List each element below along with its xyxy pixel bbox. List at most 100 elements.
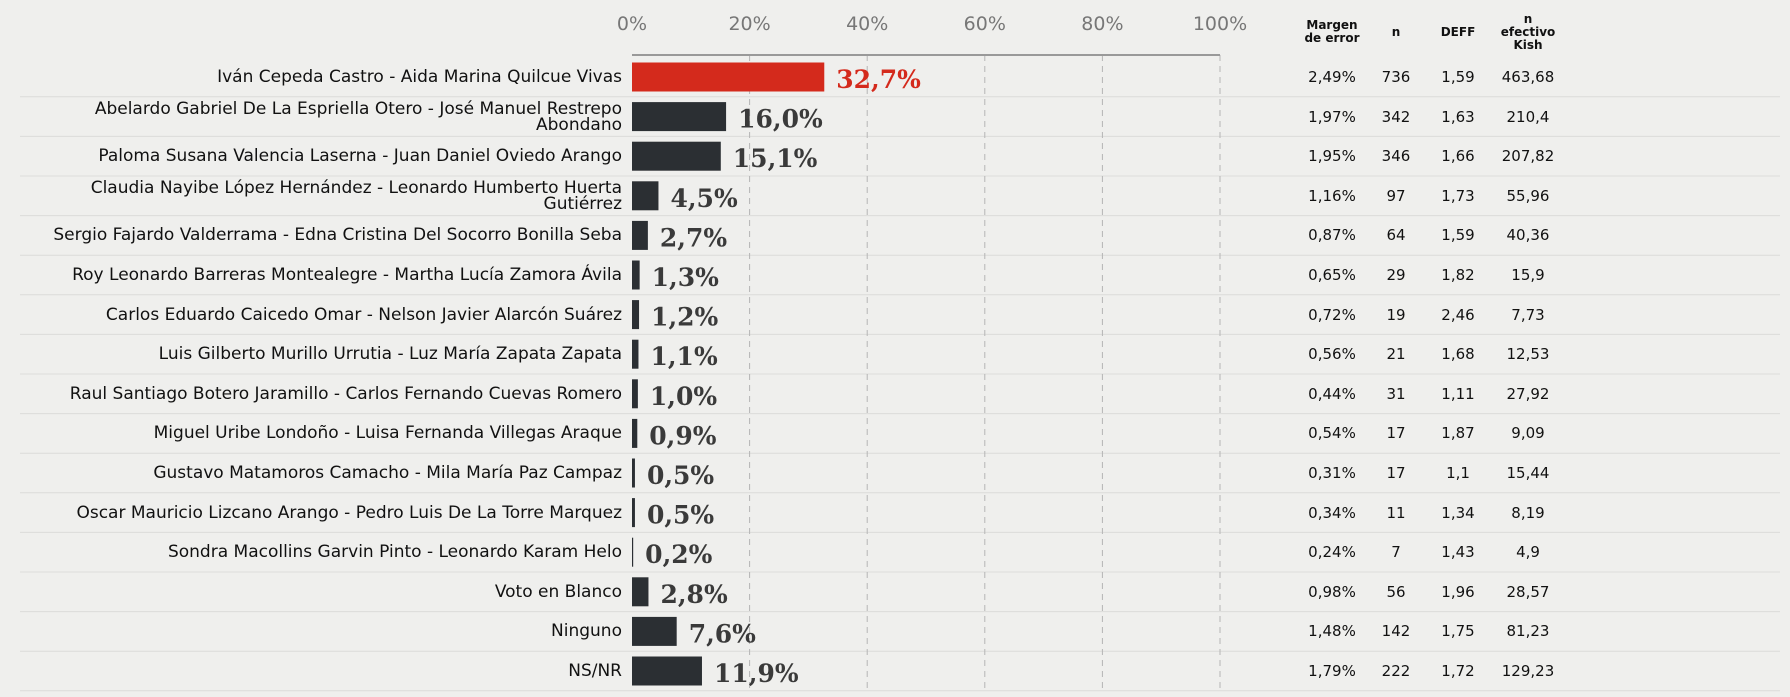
bar: [632, 220, 648, 250]
value-label: 0,5%: [647, 461, 714, 490]
table-cell: 142: [1381, 622, 1411, 641]
category-label: Voto en Blanco: [494, 581, 622, 602]
value-label: 1,0%: [650, 382, 717, 411]
category-label: Paloma Susana Valencia Laserna - Juan Da…: [98, 146, 622, 167]
table-cell: 1,82: [1441, 266, 1475, 284]
table-cell: 0,44%: [1308, 384, 1356, 403]
table-header: n: [1391, 24, 1401, 39]
category-label: Raul Santiago Botero Jaramillo - Carlos …: [69, 383, 622, 404]
category-label: Iván Cepeda Castro - Aida Marina Quilcue…: [217, 67, 622, 87]
table-cell: 0,31%: [1308, 464, 1356, 482]
value-label: 11,9%: [714, 659, 799, 688]
category-label: Ninguno: [551, 621, 622, 642]
table-cell: 97: [1386, 186, 1406, 205]
table-cell: 64: [1386, 226, 1406, 245]
table-cell: 7,73: [1511, 305, 1545, 324]
table-cell: 17: [1386, 424, 1406, 443]
table-cell: 19: [1386, 305, 1406, 324]
table-cell: 1,75: [1441, 622, 1475, 641]
category-label: Gustavo Matamoros Camacho - Mila María P…: [153, 463, 622, 483]
bar: [632, 260, 640, 290]
bar: [632, 656, 702, 686]
value-label: 32,7%: [836, 65, 921, 94]
x-tick-label: 80%: [1081, 13, 1123, 35]
category-label: NS/NR: [568, 661, 622, 681]
table-cell: 1,66: [1441, 147, 1475, 166]
table-cell: 1,87: [1441, 424, 1475, 443]
table-cell: 0,72%: [1308, 305, 1356, 324]
table-cell: 17: [1386, 464, 1406, 482]
table-cell: 346: [1381, 147, 1411, 166]
table-cell: 1,34: [1441, 503, 1475, 522]
table-cell: 81,23: [1506, 622, 1550, 641]
bar: [632, 339, 639, 369]
table-cell: 29: [1386, 266, 1406, 284]
table-cell: 1,79%: [1308, 662, 1356, 680]
table-cell: 0,56%: [1308, 345, 1356, 364]
value-label: 2,8%: [660, 580, 727, 609]
table-cell: 21: [1386, 345, 1406, 364]
x-tick-label: 60%: [964, 13, 1006, 35]
table-cell: 1,59: [1441, 226, 1475, 245]
table-header: DEFF: [1440, 24, 1476, 39]
x-tick-label: 0%: [617, 13, 647, 35]
value-label: 7,6%: [689, 619, 756, 648]
bar: [632, 379, 638, 409]
table-cell: 55,96: [1506, 186, 1550, 205]
table-cell: 15,9: [1511, 266, 1545, 284]
category-label: Carlos Eduardo Caicedo Omar - Nelson Jav…: [105, 304, 622, 325]
bar: [632, 458, 635, 488]
bar: [632, 418, 638, 448]
bar: [632, 300, 640, 330]
table-header: n efectivo Kish: [1500, 11, 1556, 52]
value-label: 15,1%: [733, 144, 818, 173]
x-tick-label: 20%: [728, 13, 770, 35]
value-label: 0,5%: [647, 501, 714, 530]
table-cell: 1,73: [1441, 186, 1475, 205]
table-cell: 1,1: [1446, 464, 1470, 482]
table-cell: 1,97%: [1308, 107, 1356, 126]
bar: [632, 62, 825, 92]
bar: [632, 181, 659, 211]
table-cell: 8,19: [1511, 503, 1545, 522]
table-cell: 9,09: [1511, 424, 1545, 443]
table-cell: 2,46: [1441, 305, 1475, 324]
table-cell: 1,11: [1441, 384, 1475, 403]
table-cell: 15,44: [1506, 464, 1550, 482]
bar: [632, 577, 649, 607]
category-label: Luis Gilberto Murillo Urrutia - Luz Marí…: [158, 344, 622, 365]
table-cell: 2,49%: [1308, 68, 1356, 86]
category-label: Sondra Macollins Garvin Pinto - Leonardo…: [167, 542, 622, 563]
table-cell: 0,54%: [1308, 424, 1356, 443]
table-cell: 1,95%: [1308, 147, 1356, 166]
bar: [632, 141, 721, 171]
table-cell: 4,9: [1516, 543, 1540, 562]
value-label: 0,2%: [645, 540, 712, 569]
table-cell: 28,57: [1506, 582, 1550, 601]
value-label: 4,5%: [670, 184, 737, 213]
table-cell: 1,59: [1441, 68, 1475, 86]
category-label: Claudia Nayibe López Hernández - Leonard…: [90, 177, 622, 214]
table-cell: 0,98%: [1308, 582, 1356, 601]
category-label: Miguel Uribe Londoño - Luisa Fernanda Vi…: [153, 423, 622, 444]
table-cell: 12,53: [1506, 345, 1550, 364]
table-cell: 1,72: [1441, 662, 1475, 680]
category-label: Roy Leonardo Barreras Montealegre - Mart…: [72, 265, 622, 285]
table-cell: 40,36: [1506, 226, 1550, 245]
table-cell: 463,68: [1501, 68, 1555, 86]
bar: [632, 498, 635, 528]
table-cell: 342: [1381, 107, 1411, 126]
bar: [632, 102, 727, 132]
table-cell: 0,65%: [1308, 266, 1356, 284]
table-cell: 736: [1381, 68, 1411, 86]
category-label: Oscar Mauricio Lizcano Arango - Pedro Lu…: [76, 502, 622, 523]
x-tick-label: 100%: [1193, 13, 1247, 35]
table-cell: 1,96: [1441, 582, 1475, 601]
value-label: 0,9%: [649, 421, 716, 450]
table-cell: 31: [1386, 384, 1406, 403]
x-tick-label: 40%: [846, 13, 888, 35]
table-cell: 1,43: [1441, 543, 1475, 562]
value-label: 1,1%: [650, 342, 717, 371]
table-cell: 129,23: [1501, 662, 1555, 680]
table-cell: 1,16%: [1308, 186, 1356, 205]
